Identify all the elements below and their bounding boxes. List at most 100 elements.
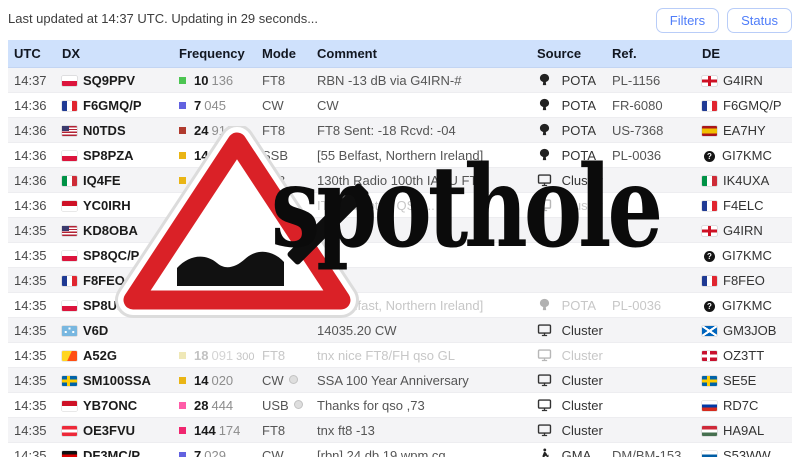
dx-callsign[interactable]: SP8ULA (83, 297, 135, 313)
filters-button[interactable]: Filters (655, 8, 720, 33)
reference-id[interactable] (606, 242, 696, 268)
table-row[interactable]: 14:37 SQ9PPV 10 136 FT8 RBN -13 dB via G4… (8, 67, 792, 93)
table-row[interactable]: 14:35 A52G 18 091 300 FT8 tnx nice FT8/FH … (8, 342, 792, 368)
de-callsign-cell[interactable]: F4ELC (696, 192, 792, 218)
de-callsign[interactable]: G4IRN (723, 72, 763, 88)
col-header-source[interactable]: Source (531, 40, 606, 68)
dx-callsign-cell[interactable]: F8FEO (56, 267, 173, 293)
de-callsign[interactable]: GI7KMC (722, 247, 772, 263)
de-callsign[interactable]: S53WW (723, 447, 771, 457)
dx-callsign-cell[interactable]: SP8QC/P (56, 242, 173, 268)
reference-id[interactable] (606, 192, 696, 218)
dx-callsign[interactable]: YB7ONC (83, 397, 138, 413)
mode-info-icon[interactable] (288, 374, 298, 384)
de-callsign[interactable]: F6GMQ/P (723, 97, 782, 113)
reference-id[interactable] (606, 267, 696, 293)
dx-callsign-cell[interactable]: V6D (56, 317, 173, 343)
col-header-frequency[interactable]: Frequency (173, 40, 256, 68)
table-row[interactable]: 14:35 OE3FVU 144 174 FT8 tnx ft8 -13 Clus… (8, 417, 792, 443)
table-row[interactable]: 14:35 DF3MC/P 7 029 CW [rbn] 24 db 19 wpm… (8, 442, 792, 457)
de-callsign[interactable]: SE5E (723, 372, 757, 388)
de-callsign[interactable]: F8FEO (723, 272, 765, 288)
mode-info-icon[interactable] (293, 399, 303, 409)
reference-id[interactable] (606, 417, 696, 443)
de-callsign-cell[interactable]: EA7HY (696, 117, 792, 143)
de-callsign[interactable]: GI7KMC (722, 297, 772, 313)
de-callsign[interactable]: OZ3TT (723, 347, 765, 363)
dx-callsign-cell[interactable]: SM100SSA (56, 367, 173, 393)
table-row[interactable]: 14:35 V6D 14035.20 CW Cluster GM3JOB (8, 317, 792, 343)
dx-callsign[interactable]: F6GMQ/P (83, 97, 142, 113)
de-callsign-cell[interactable]: F8FEO (696, 267, 792, 293)
de-callsign-cell[interactable]: HA9AL (696, 417, 792, 443)
dx-callsign-cell[interactable]: N0TDS (56, 117, 173, 143)
dx-callsign-cell[interactable]: SP8PZA (56, 142, 173, 168)
dx-callsign-cell[interactable]: SQ9PPV (56, 67, 173, 93)
de-callsign-cell[interactable]: SE5E (696, 367, 792, 393)
table-row[interactable]: 14:35 SP8ULA/P [55 Belfast, Northern Ire… (8, 292, 792, 318)
dx-callsign[interactable]: A52G (83, 347, 117, 363)
reference-id[interactable] (606, 167, 696, 193)
table-row[interactable]: 14:36 F6GMQ/P 7 045 CW CW POTA FR-6080 F6… (8, 92, 792, 118)
dx-callsign[interactable]: KD8OBA (83, 222, 138, 238)
table-row[interactable]: 14:35 SM100SSA 14 020 CW SSA 100 Year Ann… (8, 367, 792, 393)
reference-id[interactable]: US-7368 (606, 117, 696, 143)
dx-callsign-cell[interactable]: F6GMQ/P (56, 92, 173, 118)
de-callsign-cell[interactable]: F6GMQ/P (696, 92, 792, 118)
col-header-ref[interactable]: Ref. (606, 40, 696, 68)
dx-callsign[interactable]: SP8PZA (83, 147, 134, 163)
reference-id[interactable]: PL-0036 (606, 292, 696, 318)
dx-callsign-cell[interactable]: YC0IRH (56, 192, 173, 218)
dx-callsign[interactable]: SM100SSA (83, 372, 151, 388)
table-row[interactable]: 14:35 KD8OBA G4IRN (8, 217, 792, 243)
reference-id[interactable] (606, 342, 696, 368)
de-callsign-cell[interactable]: GI7KMC (696, 292, 792, 318)
dx-callsign-cell[interactable]: DF3MC/P (56, 442, 173, 457)
de-callsign-cell[interactable]: OZ3TT (696, 342, 792, 368)
col-header-de[interactable]: DE (696, 40, 792, 68)
de-callsign[interactable]: RD7C (723, 397, 759, 413)
dx-callsign-cell[interactable]: OE3FVU (56, 417, 173, 443)
reference-id[interactable]: DM/BM-153 (606, 442, 696, 457)
dx-callsign-cell[interactable]: YB7ONC (56, 392, 173, 418)
col-header-comment[interactable]: Comment (311, 40, 531, 68)
reference-id[interactable] (606, 217, 696, 243)
reference-id[interactable]: PL-0036 (606, 142, 696, 168)
table-row[interactable]: 14:36 SP8PZA 14 337 SSB [55 Belfast, Nort… (8, 142, 792, 168)
de-callsign[interactable]: G4IRN (723, 222, 763, 238)
dx-callsign[interactable]: OE3FVU (83, 422, 136, 438)
dx-callsign[interactable]: SP8QC/P (83, 247, 140, 263)
table-row[interactable]: 14:36 YC0IRH ITL, but lot of QSB... Clus… (8, 192, 792, 218)
col-header-utc[interactable]: UTC (8, 40, 56, 68)
table-row[interactable]: 14:36 IQ4FE 14 FT8 130th Radio 100th IAR… (8, 167, 792, 193)
dx-callsign[interactable]: YC0IRH (83, 197, 131, 213)
de-callsign[interactable]: IK4UXA (723, 172, 770, 188)
reference-id[interactable]: FR-6080 (606, 92, 696, 118)
de-callsign[interactable]: GI7KMC (722, 147, 772, 163)
dx-callsign[interactable]: DF3MC/P (83, 447, 141, 457)
dx-callsign[interactable]: F8FEO (83, 272, 125, 288)
table-row[interactable]: 14:36 N0TDS 24 916 FT8 FT8 Sent: -18 Rcvd… (8, 117, 792, 143)
table-row[interactable]: 14:35 SP8QC/P GI7KMC (8, 242, 792, 268)
de-callsign-cell[interactable]: RD7C (696, 392, 792, 418)
dx-callsign-cell[interactable]: A52G (56, 342, 173, 368)
dx-callsign-cell[interactable]: SP8ULA/P (56, 292, 173, 318)
dx-callsign[interactable]: SQ9PPV (83, 72, 136, 88)
reference-id[interactable] (606, 317, 696, 343)
de-callsign[interactable]: F4ELC (723, 197, 764, 213)
de-callsign-cell[interactable]: IK4UXA (696, 167, 792, 193)
de-callsign[interactable]: GM3JOB (723, 322, 777, 338)
de-callsign[interactable]: EA7HY (723, 122, 766, 138)
col-header-mode[interactable]: Mode (256, 40, 311, 68)
de-callsign-cell[interactable]: GI7KMC (696, 142, 792, 168)
dx-callsign[interactable]: N0TDS (83, 122, 126, 138)
reference-id[interactable] (606, 392, 696, 418)
de-callsign-cell[interactable]: G4IRN (696, 217, 792, 243)
de-callsign-cell[interactable]: GM3JOB (696, 317, 792, 343)
dx-callsign[interactable]: IQ4FE (83, 172, 121, 188)
table-row[interactable]: 14:35 F8FEO F8FEO (8, 267, 792, 293)
de-callsign-cell[interactable]: S53WW (696, 442, 792, 457)
table-row[interactable]: 14:35 YB7ONC 28 444 USB Thanks for qso ,7… (8, 392, 792, 418)
reference-id[interactable]: PL-1156 (606, 67, 696, 93)
status-button[interactable]: Status (727, 8, 792, 33)
